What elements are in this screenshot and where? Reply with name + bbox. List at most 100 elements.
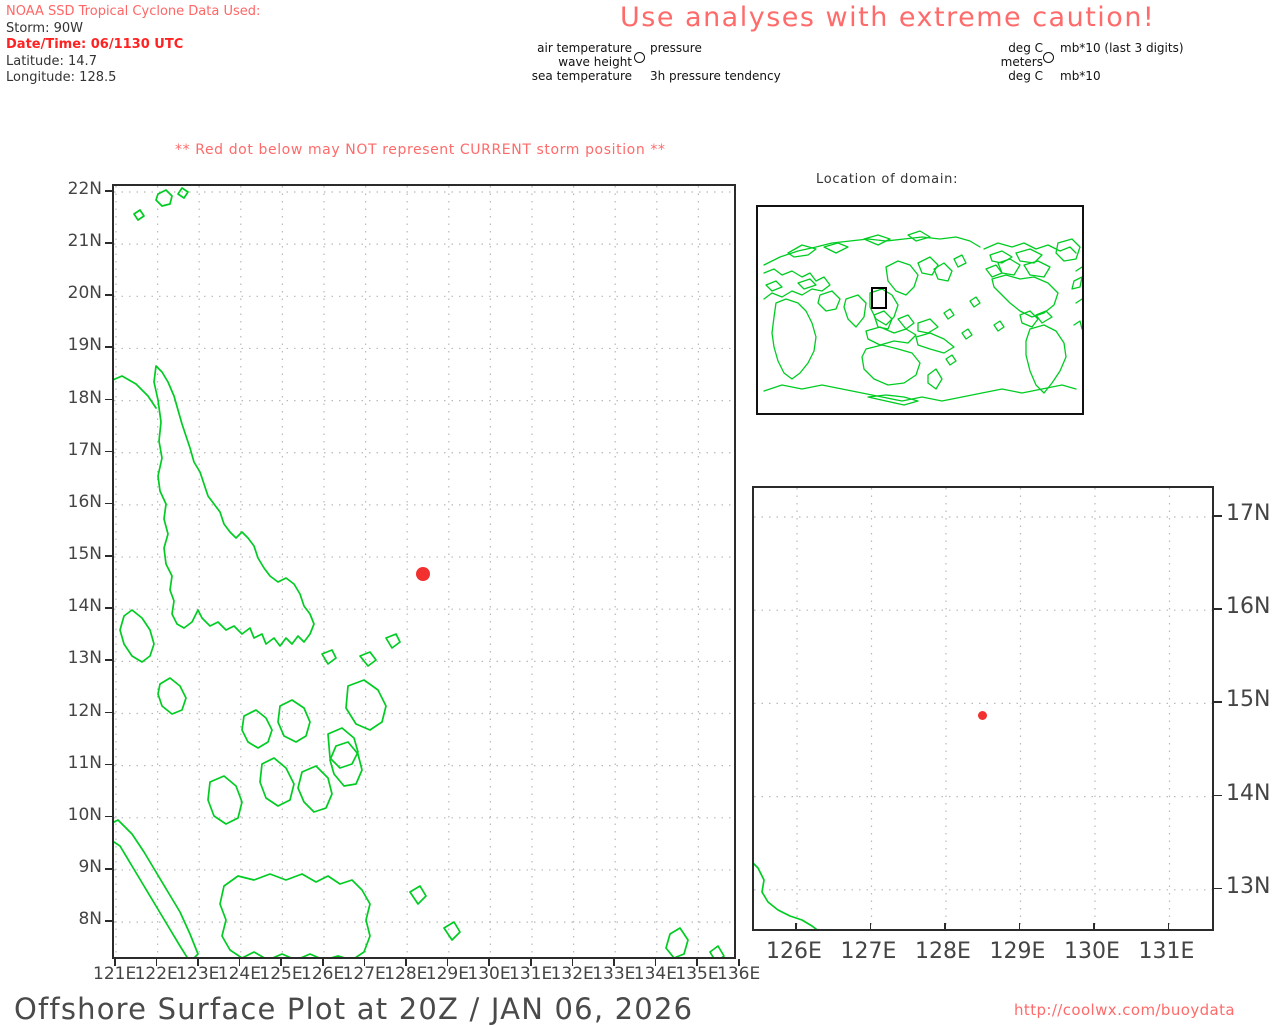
caution-banner: Use analyses with extreme caution!: [620, 2, 1156, 33]
main-map-x-tick: 135E: [675, 964, 719, 984]
main-map-x-tick: 127E: [342, 964, 386, 984]
main-map-x-tickmark: [197, 959, 199, 966]
storm-position-warning: ** Red dot below may NOT represent CURRE…: [175, 142, 666, 158]
legend-air-temperature-label: air temperature: [537, 41, 632, 55]
main-map-y-tickmark: [105, 920, 112, 922]
zoom-map-coastlines: [754, 862, 818, 929]
main-map-y-tick: 13N: [67, 648, 102, 669]
legend-left-parameter-labels: air temperature wave height sea temperat…: [520, 41, 632, 83]
main-map-y-tickmark: [105, 450, 112, 453]
main-map-y-tickmark: [105, 502, 112, 505]
zoom-map-x-tick: 127E: [840, 939, 897, 964]
zoom-map-y-tickmark: [1214, 701, 1222, 703]
zoom-map-panel[interactable]: [752, 486, 1214, 931]
main-map-panel[interactable]: [112, 184, 736, 959]
source-url[interactable]: http://coolwx.com/buoydata: [1014, 1001, 1235, 1019]
zoom-map-y-tick: 16N: [1226, 594, 1271, 620]
main-map-x-tickmark: [738, 959, 740, 966]
storm-id-label: Storm: 90W: [6, 20, 83, 36]
main-map-y-tickmark: [105, 190, 112, 192]
main-map-x-tickmark: [530, 959, 532, 966]
main-map-x-tick: 121E: [93, 964, 137, 984]
main-map-x-tickmark: [654, 959, 657, 966]
zoom-map-y-tick: 15N: [1226, 687, 1271, 713]
legend-left-pressure-labels: pressure 3h pressure tendency: [650, 41, 781, 83]
zoom-map-x-tick: 130E: [1064, 939, 1120, 964]
zoom-map-x-tickmark: [795, 923, 797, 931]
main-map-x-tickmark: [571, 959, 574, 966]
legend-pressure-label: pressure: [650, 41, 702, 55]
main-map-y-tickmark: [105, 867, 112, 870]
main-map-y-tickmark: [105, 346, 112, 349]
zoom-map-x-tickmark: [1093, 923, 1095, 931]
main-map-x-tickmark: [696, 959, 698, 966]
zoom-map-y-tickmark: [1214, 515, 1222, 517]
main-map-y-tick: 14N: [67, 596, 102, 617]
legend-unit-mb10-digits: mb*10 (last 3 digits): [1060, 41, 1184, 55]
station-circle-icon-right: [1043, 52, 1054, 63]
main-map-x-tick: 125E: [259, 964, 303, 984]
legend-unit-degc-sea: deg C: [1008, 69, 1043, 83]
main-map-x-tick: 122E: [134, 964, 178, 984]
main-map-x-tickmark: [488, 959, 490, 966]
main-map-y-tick: 10N: [67, 804, 102, 825]
main-map-x-tick: 136E: [717, 964, 761, 984]
domain-inset-title: Location of domain:: [816, 172, 959, 187]
main-map-y-tick: 12N: [67, 700, 102, 721]
zoom-map-x-tickmark: [1018, 923, 1021, 931]
main-map-y-tick: 19N: [67, 335, 102, 356]
main-map-y-tick: 17N: [67, 439, 102, 460]
header-metadata: NOAA SSD Tropical Cyclone Data Used: Sto…: [6, 4, 260, 87]
main-map-x-tick: 123E: [176, 964, 220, 984]
legend-wave-height-label: wave height: [558, 55, 632, 69]
longitude-label: Longitude: 128.5: [6, 70, 117, 85]
main-map-x-tick: 132E: [550, 964, 594, 984]
main-map-x-tickmark: [280, 959, 282, 966]
legend-sea-temperature-label: sea temperature: [531, 69, 632, 83]
main-map-x-tickmark: [114, 959, 116, 966]
main-map-y-tick: 20N: [67, 283, 102, 304]
zoom-map-x-tickmark: [944, 923, 946, 931]
main-map-y-tickmark: [105, 815, 112, 818]
latitude-label: Latitude: 14.7: [6, 53, 97, 69]
main-map-y-tickmark: [105, 607, 112, 609]
main-map-x-tickmark: [155, 959, 158, 966]
main-map-y-tick: 9N: [78, 856, 102, 877]
main-map-x-tick: 129E: [425, 964, 469, 984]
main-map-y-tick: 15N: [67, 544, 102, 565]
main-map-x-tickmark: [613, 959, 615, 966]
legend-right-unit-labels: deg C meters deg C: [988, 41, 1043, 83]
zoom-map-x-tickmark: [869, 923, 872, 931]
main-map-x-tick: 134E: [633, 964, 677, 984]
main-map-x-tickmark: [238, 959, 241, 966]
domain-extent-box: [871, 287, 887, 309]
main-map-x-tick: 128E: [384, 964, 428, 984]
main-map-y-tickmark: [105, 763, 112, 766]
main-map-y-tickmark: [105, 711, 112, 714]
station-circle-icon: [634, 52, 645, 63]
datetime-label: Date/Time: 06/1130 UTC: [6, 37, 184, 52]
storm-position-marker-main: [416, 567, 430, 581]
noaa-source-line: NOAA SSD Tropical Cyclone Data Used:: [6, 4, 261, 19]
main-map-gridlines: [114, 186, 734, 957]
main-map-x-tick: 131E: [509, 964, 553, 984]
legend-unit-meters: meters: [1000, 55, 1043, 69]
zoom-map-y-tickmark: [1214, 794, 1222, 797]
zoom-map-y-tick: 14N: [1226, 780, 1271, 806]
zoom-map-y-tick: 13N: [1226, 873, 1271, 899]
main-map-x-tick: 133E: [592, 964, 636, 984]
storm-position-marker-zoom: [978, 711, 987, 720]
legend-unit-mb10: mb*10: [1060, 69, 1101, 83]
main-map-y-tickmark: [105, 242, 112, 244]
main-map-y-tick: 16N: [67, 491, 102, 512]
zoom-map-x-tickmark: [1167, 923, 1170, 931]
main-map-y-tick: 22N: [67, 179, 102, 199]
zoom-map-x-tick: 128E: [915, 939, 971, 964]
main-map-x-tick: 126E: [301, 964, 345, 984]
zoom-map-y-tickmark: [1214, 608, 1222, 610]
legend-pressure-tendency-label: 3h pressure tendency: [650, 69, 781, 83]
world-location-inset[interactable]: [756, 205, 1084, 415]
zoom-map-x-tick: 126E: [766, 939, 822, 964]
page-title: Offshore Surface Plot at 20Z / JAN 06, 2…: [14, 992, 694, 1026]
main-map-y-tick: 8N: [78, 909, 102, 930]
